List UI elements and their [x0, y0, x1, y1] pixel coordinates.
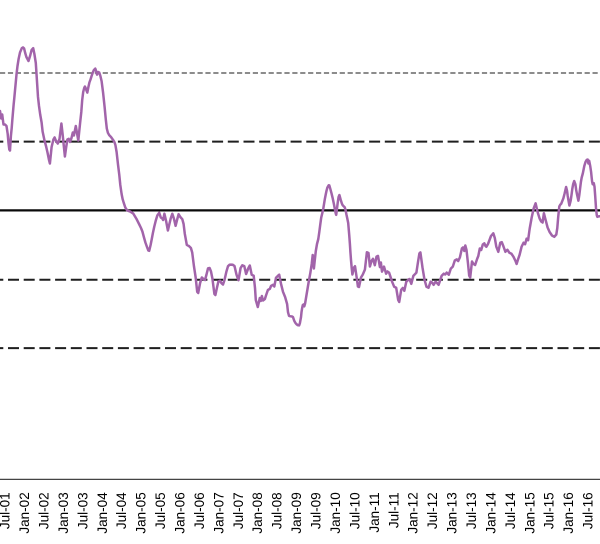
- svg-text:Jul-03: Jul-03: [75, 492, 90, 529]
- svg-text:Jul-04: Jul-04: [114, 492, 129, 529]
- svg-text:Jul-15: Jul-15: [542, 492, 557, 529]
- svg-text:Jan-14: Jan-14: [483, 492, 498, 534]
- svg-text:Jan-07: Jan-07: [211, 492, 226, 533]
- svg-text:Jan-04: Jan-04: [95, 492, 110, 534]
- svg-text:Jul-13: Jul-13: [464, 492, 479, 529]
- svg-text:Jan-11: Jan-11: [367, 492, 382, 532]
- svg-text:Jul-11: Jul-11: [386, 492, 401, 528]
- svg-text:Jan-05: Jan-05: [134, 492, 149, 533]
- svg-text:Jan-08: Jan-08: [250, 492, 265, 533]
- svg-text:Jan-03: Jan-03: [56, 492, 71, 533]
- svg-text:Jan-12: Jan-12: [406, 492, 421, 533]
- svg-text:Jul-02: Jul-02: [36, 492, 51, 529]
- svg-text:Jan-13: Jan-13: [445, 492, 460, 533]
- svg-text:Jul-05: Jul-05: [153, 492, 168, 529]
- svg-text:Jan-10: Jan-10: [328, 492, 343, 533]
- svg-text:Jul-09: Jul-09: [309, 492, 324, 529]
- svg-text:Jan-09: Jan-09: [289, 492, 304, 533]
- svg-text:Jan-06: Jan-06: [173, 492, 188, 533]
- svg-text:Jan-16: Jan-16: [561, 492, 576, 533]
- svg-text:Jul-16: Jul-16: [581, 492, 596, 529]
- svg-text:Jul-01: Jul-01: [0, 492, 13, 529]
- svg-text:Jul-10: Jul-10: [347, 492, 362, 529]
- svg-text:Jul-06: Jul-06: [192, 492, 207, 529]
- svg-text:Jul-08: Jul-08: [270, 492, 285, 529]
- svg-text:Jul-07: Jul-07: [231, 492, 246, 529]
- svg-text:Jan-02: Jan-02: [17, 492, 32, 533]
- svg-text:Jul-12: Jul-12: [425, 492, 440, 529]
- svg-text:Jul-14: Jul-14: [503, 492, 518, 529]
- svg-text:Jan-15: Jan-15: [522, 492, 537, 533]
